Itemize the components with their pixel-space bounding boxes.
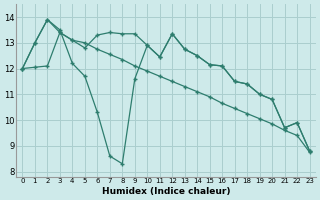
X-axis label: Humidex (Indice chaleur): Humidex (Indice chaleur) [102,187,230,196]
